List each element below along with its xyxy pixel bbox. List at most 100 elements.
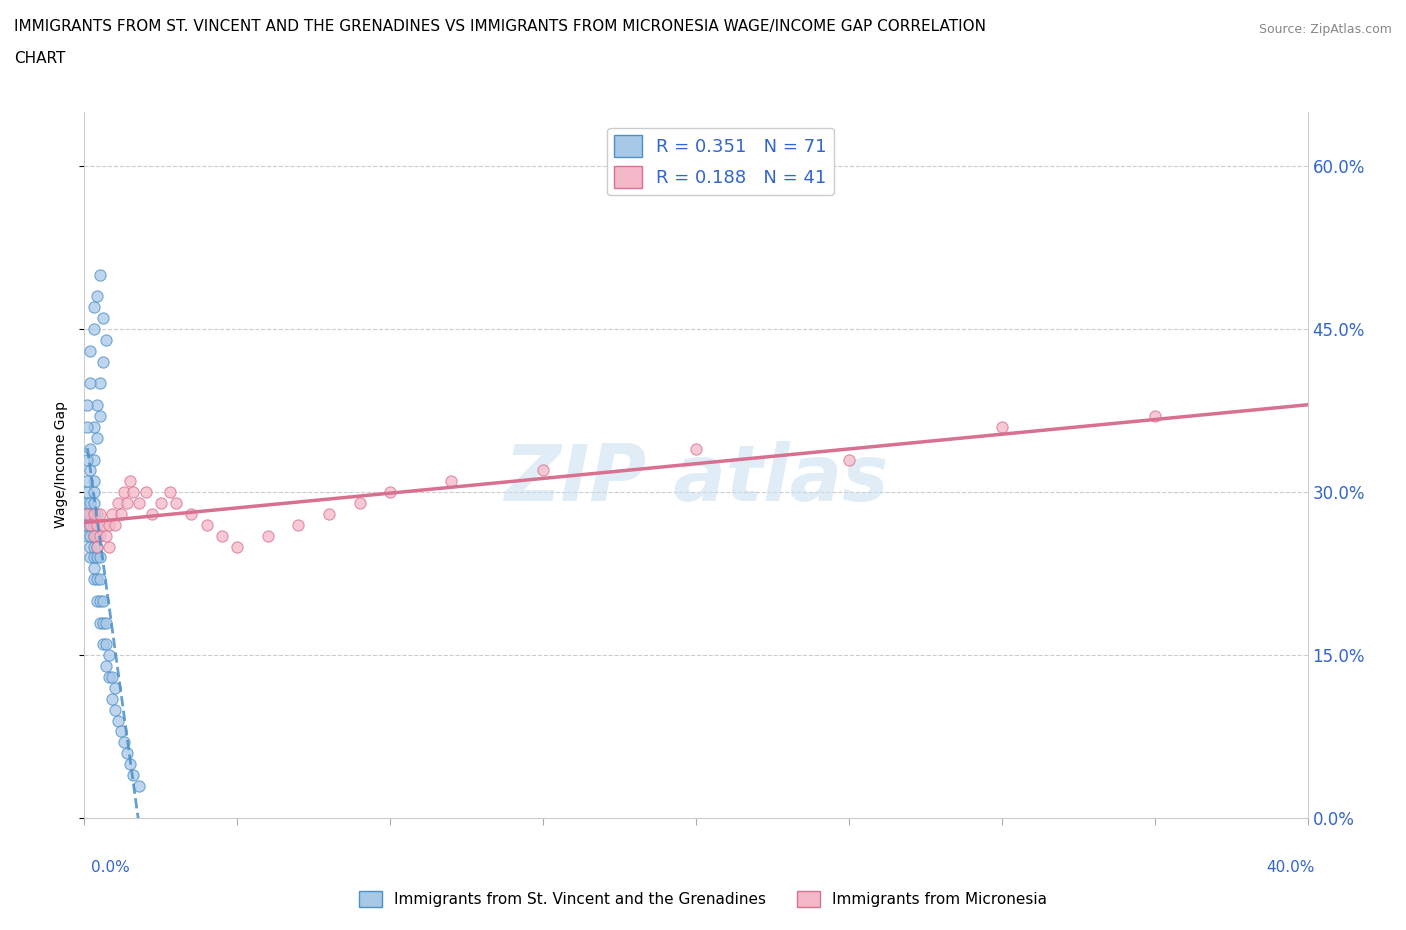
Point <box>89 507 111 522</box>
Point <box>79 528 101 543</box>
Point <box>149 496 172 511</box>
Point <box>104 517 127 532</box>
Point <box>79 507 101 522</box>
Point <box>97 517 120 532</box>
Point <box>83 419 105 434</box>
Text: CHART: CHART <box>14 51 66 66</box>
Text: 40.0%: 40.0% <box>1267 860 1315 875</box>
Legend: Immigrants from St. Vincent and the Grenadines, Immigrants from Micronesia: Immigrants from St. Vincent and the Gren… <box>353 884 1053 913</box>
Point <box>86 517 108 532</box>
Point <box>89 550 111 565</box>
Point <box>89 528 111 543</box>
Point <box>83 299 105 314</box>
Point <box>83 572 105 587</box>
Point <box>86 528 108 543</box>
Point <box>79 517 101 532</box>
Point <box>86 572 108 587</box>
Point <box>83 561 105 576</box>
Point <box>83 517 105 532</box>
Point <box>94 616 117 631</box>
Point <box>101 507 124 522</box>
Point <box>86 289 108 304</box>
Point <box>531 463 554 478</box>
Point <box>135 485 157 499</box>
Point <box>76 528 98 543</box>
Point <box>165 496 187 511</box>
Point <box>79 539 101 554</box>
Point <box>76 419 98 434</box>
Point <box>122 485 145 499</box>
Point <box>91 517 114 532</box>
Point <box>79 496 101 511</box>
Point <box>1143 408 1166 423</box>
Point <box>83 322 105 337</box>
Point <box>89 267 111 282</box>
Point <box>83 550 105 565</box>
Point <box>104 681 127 696</box>
Text: IMMIGRANTS FROM ST. VINCENT AND THE GRENADINES VS IMMIGRANTS FROM MICRONESIA WAG: IMMIGRANTS FROM ST. VINCENT AND THE GREN… <box>14 19 986 33</box>
Point <box>110 507 132 522</box>
Point <box>91 616 114 631</box>
Text: 0.0%: 0.0% <box>91 860 131 875</box>
Point <box>83 539 105 554</box>
Point <box>89 408 111 423</box>
Point <box>349 496 371 511</box>
Point <box>79 517 101 532</box>
Point <box>86 431 108 445</box>
Point <box>76 485 98 499</box>
Point <box>76 507 98 522</box>
Point <box>91 593 114 608</box>
Point <box>141 507 163 522</box>
Point <box>159 485 181 499</box>
Point <box>110 724 132 738</box>
Point <box>83 474 105 489</box>
Point <box>94 658 117 673</box>
Point <box>83 528 105 543</box>
Point <box>180 507 202 522</box>
Point <box>115 496 138 511</box>
Point <box>97 539 120 554</box>
Point <box>257 528 280 543</box>
Point <box>226 539 249 554</box>
Point <box>89 376 111 391</box>
Point <box>83 507 105 522</box>
Y-axis label: Wage/Income Gap: Wage/Income Gap <box>53 402 67 528</box>
Point <box>101 691 124 706</box>
Text: ZIP atlas: ZIP atlas <box>503 441 889 517</box>
Point <box>94 637 117 652</box>
Point <box>115 746 138 761</box>
Point <box>94 528 117 543</box>
Point <box>86 539 108 554</box>
Point <box>128 496 150 511</box>
Point <box>83 507 105 522</box>
Point <box>128 778 150 793</box>
Point <box>79 376 101 391</box>
Point <box>287 517 309 532</box>
Point <box>86 507 108 522</box>
Point <box>76 496 98 511</box>
Point <box>89 593 111 608</box>
Legend: R = 0.351   N = 71, R = 0.188   N = 41: R = 0.351 N = 71, R = 0.188 N = 41 <box>607 127 834 195</box>
Point <box>83 496 105 511</box>
Point <box>101 670 124 684</box>
Point <box>838 452 860 467</box>
Point <box>107 496 129 511</box>
Point <box>122 767 145 782</box>
Point <box>86 550 108 565</box>
Point <box>86 539 108 554</box>
Point <box>685 441 707 456</box>
Point <box>79 441 101 456</box>
Point <box>83 528 105 543</box>
Point <box>91 637 114 652</box>
Point <box>195 517 218 532</box>
Point <box>86 398 108 413</box>
Point <box>112 485 135 499</box>
Point <box>76 398 98 413</box>
Point <box>89 616 111 631</box>
Point <box>83 485 105 499</box>
Point <box>89 572 111 587</box>
Point <box>76 507 98 522</box>
Point <box>86 593 108 608</box>
Point <box>76 517 98 532</box>
Point <box>318 507 340 522</box>
